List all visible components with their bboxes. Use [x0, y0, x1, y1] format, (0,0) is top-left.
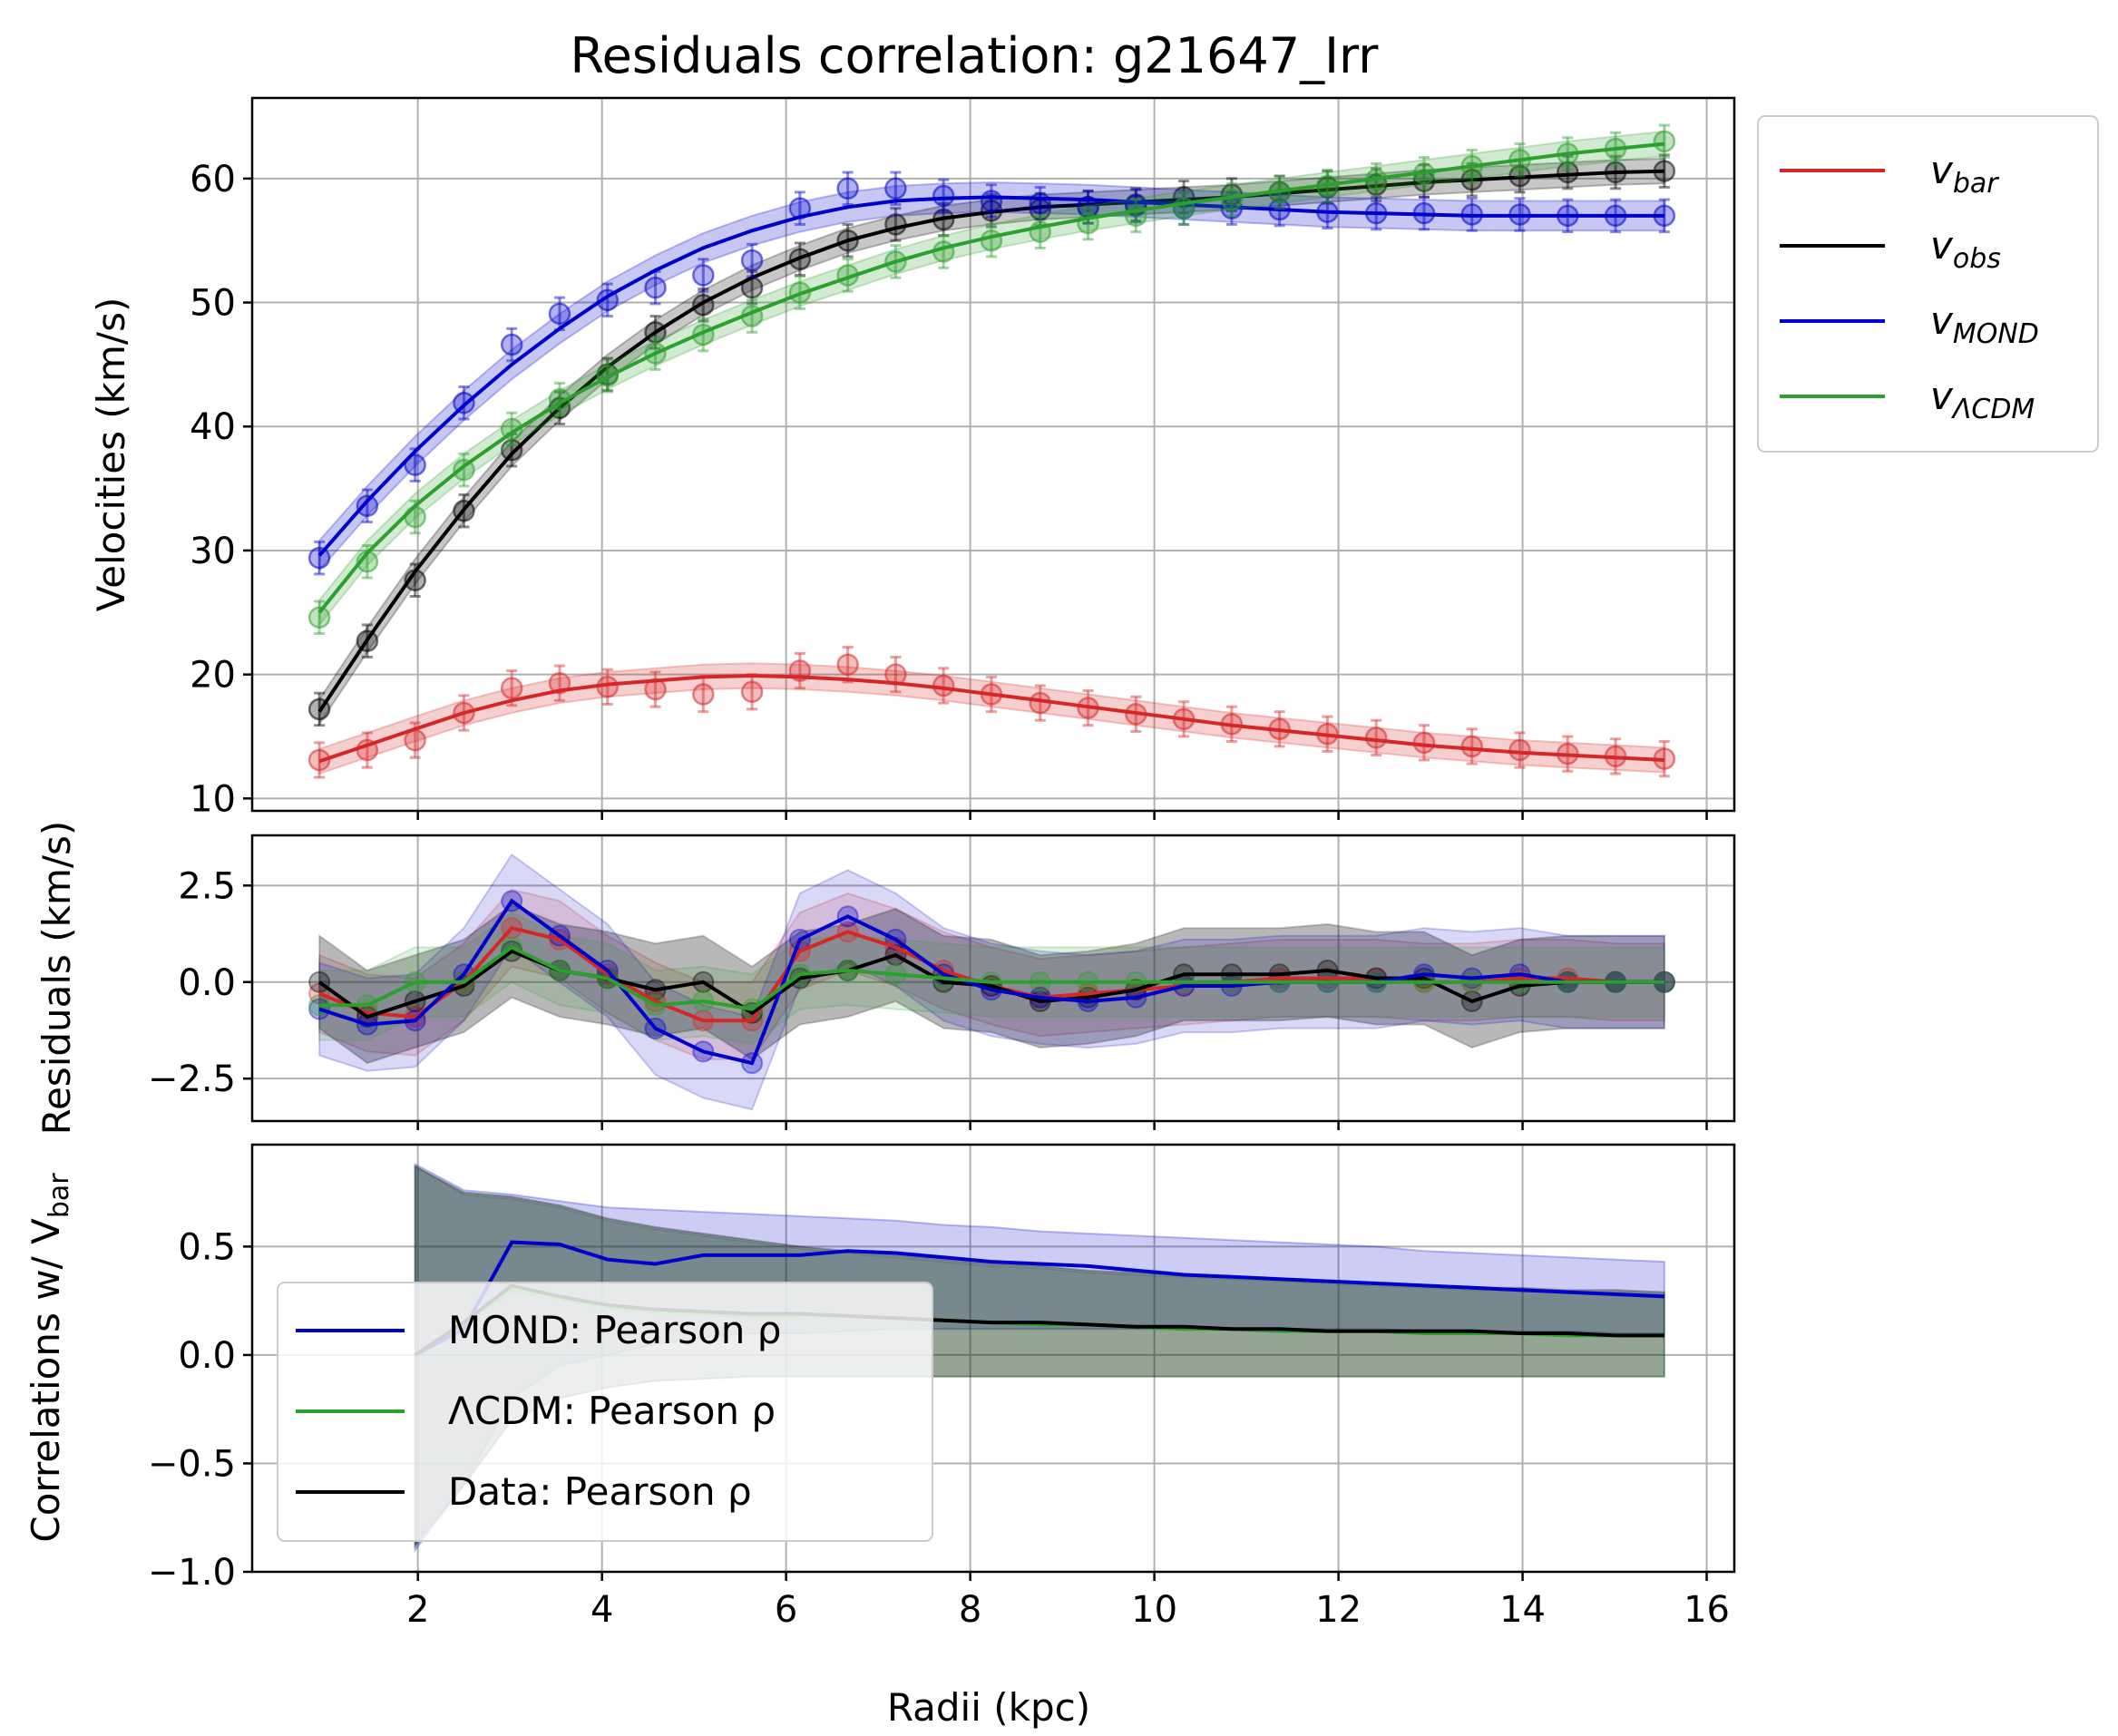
- x-tick-label: 14: [1499, 1589, 1546, 1631]
- legend-subscript: bar: [1953, 168, 1999, 200]
- series-correlations: [414, 1162, 1665, 1554]
- y-tick-label: 30: [190, 531, 236, 572]
- axes-frame: [250, 96, 1736, 813]
- x-tick-label: 4: [591, 1589, 613, 1631]
- legend-subscript: ΛCDM: [1951, 394, 2035, 425]
- panel-correlations: −1.0 −0.5 0.0 0.5 2 4 6 8 10 12 14 16: [148, 1143, 1736, 1631]
- point-ΛCDM: [404, 505, 426, 529]
- y-tick-label: −2.5: [148, 1058, 236, 1100]
- point-bar: [836, 653, 859, 676]
- y-tick-label: 20: [190, 655, 236, 697]
- line-MOND: [318, 898, 1664, 1066]
- y-tick-label: 10: [190, 778, 236, 820]
- x-axis-label: Radii (kpc): [887, 1685, 1090, 1730]
- panel-residuals: −2.5 0.0 2.5: [148, 834, 1736, 1130]
- y-tick-label: 60: [190, 159, 236, 200]
- legend-correlations: MOND: Pearson ρ ΛCDM: Pearson ρ Data: Pear…: [277, 1282, 933, 1542]
- band-obs: [318, 157, 1665, 727]
- x-tick-label: 8: [959, 1589, 981, 1631]
- point-MOND: [740, 249, 764, 272]
- line-bar: [318, 673, 1665, 764]
- line-ΛCDM: [317, 141, 1665, 614]
- point-bar: [500, 677, 523, 699]
- x-tick-label: 16: [1684, 1589, 1730, 1631]
- x-tick-label: 6: [775, 1589, 797, 1631]
- grid-velocities: [252, 98, 1734, 811]
- x-tick-label: 2: [406, 1589, 429, 1631]
- y-tick-label: 50: [190, 283, 236, 325]
- y-tick-label: −1.0: [148, 1552, 236, 1594]
- point-MOND: [307, 546, 331, 570]
- legend-frame: [277, 1282, 933, 1542]
- point-obs: [1557, 161, 1579, 184]
- legend-frame: [1757, 115, 2099, 453]
- point-MOND: [980, 190, 1003, 212]
- band-bar: [318, 662, 1665, 775]
- point-MOND: [548, 302, 571, 326]
- line-correlation: [414, 1240, 1664, 1357]
- point-bar: [1508, 738, 1531, 762]
- y-tick-label: 2.5: [178, 865, 236, 907]
- legend-label: MOND: Pearson ρ: [448, 1308, 781, 1352]
- legend-label: Data: Pearson ρ: [448, 1469, 752, 1514]
- axes-frame: [250, 834, 1736, 1123]
- legend-subscript: MOND: [1953, 318, 2039, 350]
- axes-frame: [250, 1143, 1736, 1574]
- line-ΛCDM: [319, 945, 1664, 1011]
- y-axis-label-residuals: Residuals (km/s): [34, 821, 79, 1136]
- y-axis-label-correlations: Correlations w/ Vbar: [24, 1173, 75, 1543]
- y-tick-label: 0.5: [178, 1226, 236, 1268]
- point-MOND: [836, 177, 859, 200]
- y-axis-label-velocities: Velocities (km/s): [89, 297, 133, 612]
- point-MOND: [644, 276, 667, 299]
- plot-area: 10 20 30 40 50 60 −2.5 0.0 2.5 −1.0 −0.5 0.0 0.5 2 4 6 8…: [24, 96, 2099, 1631]
- series-residuals: [308, 853, 1675, 1111]
- x-tick-label: 10: [1131, 1589, 1177, 1631]
- point-bar: [692, 683, 715, 706]
- point-MOND: [884, 177, 907, 200]
- y-tick-label: −0.5: [148, 1443, 236, 1485]
- point-ΛCDM: [453, 458, 475, 482]
- point-bar: [1460, 735, 1484, 758]
- x-tick-label: 12: [1315, 1589, 1362, 1631]
- legend-label: ΛCDM: Pearson ρ: [448, 1389, 776, 1433]
- series-velocities: [307, 123, 1676, 779]
- band-MOND: [318, 180, 1665, 573]
- point-MOND: [1029, 191, 1052, 215]
- panel-velocities: 10 20 30 40 50 60: [190, 96, 1736, 820]
- point-ΛCDM: [1653, 130, 1676, 153]
- band-obs: [318, 903, 1665, 1065]
- point-ΛCDM: [500, 417, 523, 441]
- point-MOND: [404, 454, 426, 476]
- y-tick-label: 40: [190, 406, 236, 448]
- line-MOND: [317, 195, 1664, 557]
- point-MOND: [356, 494, 379, 517]
- band-ΛCDM: [318, 911, 1665, 1045]
- point-ΛCDM: [307, 606, 331, 629]
- point-bar: [740, 680, 764, 704]
- point-ΛCDM: [980, 229, 1003, 252]
- y-axis-label-subscript: bar: [44, 1173, 75, 1218]
- point-MOND: [932, 184, 955, 208]
- point-MOND: [692, 264, 715, 287]
- legend-subscript: obs: [1953, 243, 2001, 275]
- y-tick-label: 0.0: [178, 1335, 236, 1377]
- chart-title: Residuals correlation: g21647_Irr: [571, 27, 1380, 84]
- line-obs: [317, 169, 1664, 713]
- legend-label-ΛCDM: vΛCDM: [1930, 374, 2035, 425]
- y-tick-label: 0.0: [178, 962, 236, 1004]
- point-MOND: [500, 333, 523, 356]
